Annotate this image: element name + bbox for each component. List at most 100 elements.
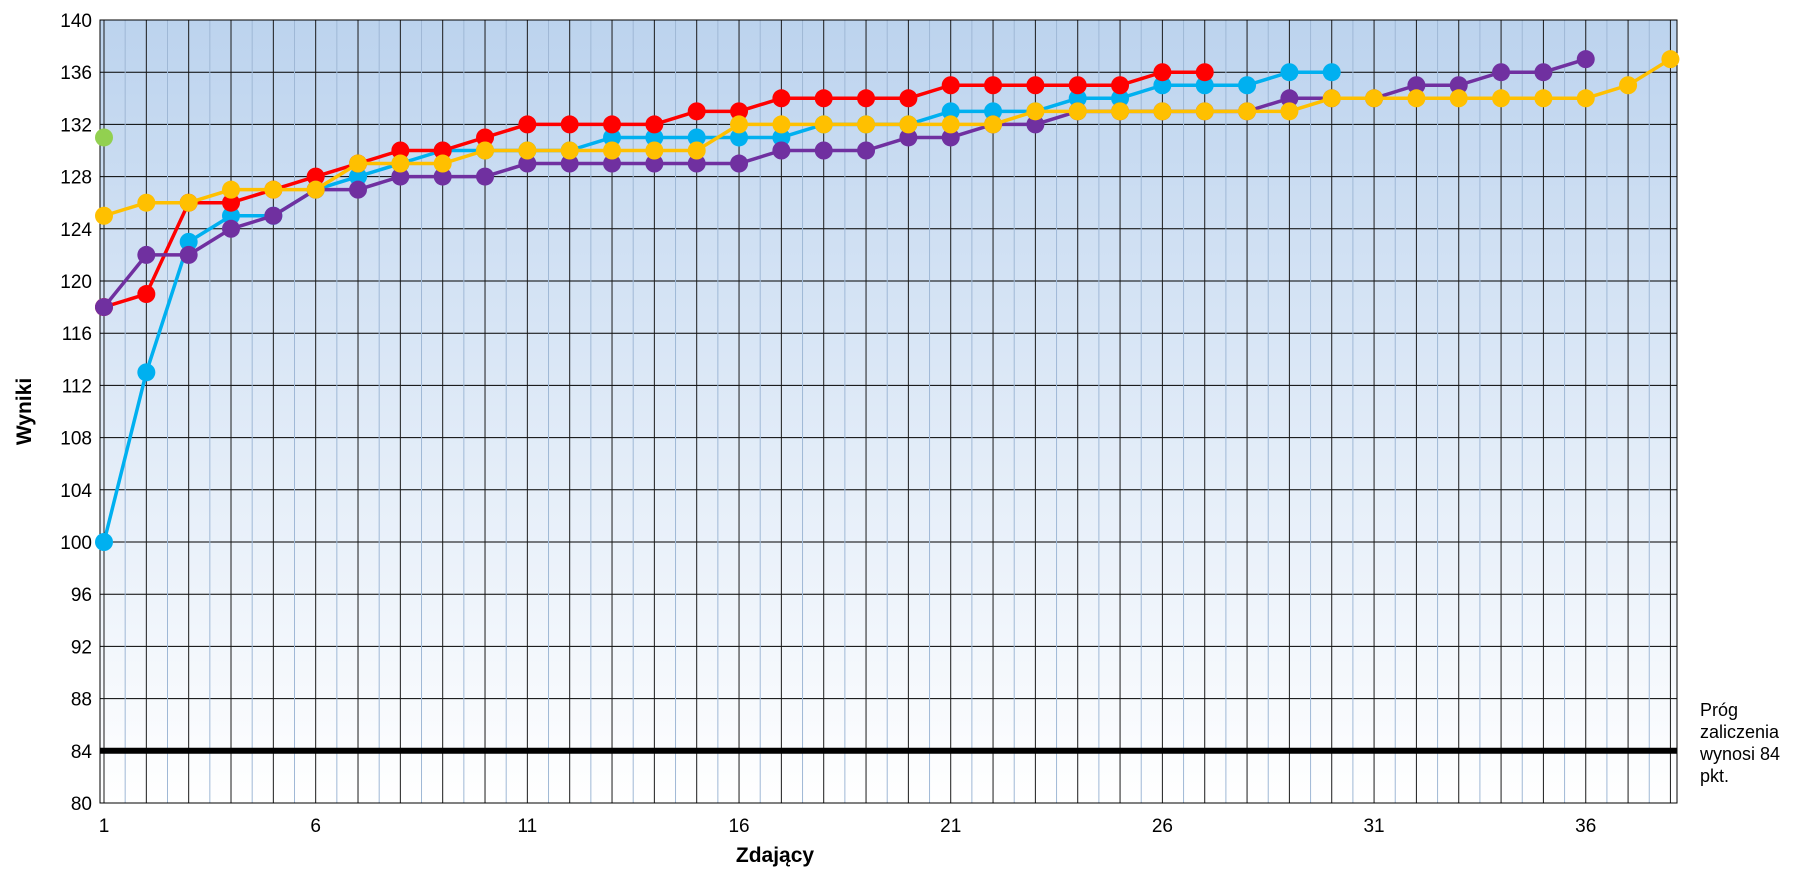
data-point: [1619, 76, 1638, 95]
series-1: [95, 128, 113, 147]
data-point: [857, 89, 876, 108]
y-tick-label: 84: [71, 742, 93, 763]
data-point: [349, 167, 368, 186]
x-tick-label: 31: [1363, 816, 1384, 837]
data-point: [1449, 76, 1468, 95]
data-point: [730, 128, 749, 147]
data-point: [433, 154, 452, 173]
data-point: [306, 180, 325, 199]
y-tick-label: 88: [71, 690, 92, 711]
data-point: [222, 219, 241, 238]
data-point: [137, 193, 156, 212]
data-point: [603, 115, 622, 134]
data-point: [306, 167, 325, 186]
y-tick-label: 132: [60, 115, 92, 136]
data-point: [772, 141, 791, 160]
threshold-note-line: wynosi 84: [1699, 744, 1780, 764]
y-tick-label: 96: [71, 585, 92, 606]
plot-area: [100, 20, 1677, 803]
x-tick-label: 16: [728, 816, 749, 837]
data-point: [476, 167, 495, 186]
y-tick-label: 104: [60, 481, 92, 502]
data-point: [730, 102, 749, 121]
y-tick-label: 112: [62, 376, 92, 397]
data-point: [1238, 76, 1257, 95]
data-point: [1111, 89, 1130, 108]
y-tick-label: 140: [60, 11, 92, 32]
data-point: [179, 245, 198, 264]
data-point: [560, 154, 579, 173]
data-point: [95, 533, 113, 551]
data-point: [518, 154, 537, 173]
data-point: [730, 154, 749, 173]
data-point: [772, 89, 791, 108]
data-point: [1576, 89, 1595, 108]
y-tick-label: 80: [71, 794, 92, 815]
data-point: [222, 180, 241, 199]
data-point: [1068, 102, 1087, 121]
y-tick-label: 100: [60, 533, 92, 554]
data-point: [772, 115, 791, 134]
data-point: [518, 141, 537, 160]
y-tick-label: 116: [62, 324, 92, 345]
data-point: [687, 141, 706, 160]
data-point: [772, 128, 791, 147]
data-point: [1322, 89, 1341, 108]
data-point: [1492, 63, 1511, 82]
data-point: [1153, 63, 1172, 82]
data-point: [95, 206, 113, 225]
data-point: [391, 154, 410, 173]
data-point: [645, 115, 664, 134]
plot-frame: [99, 19, 1678, 804]
data-point: [1195, 102, 1214, 121]
data-point: [603, 128, 622, 147]
threshold-note-line: zaliczenia: [1700, 722, 1780, 742]
y-tick-label: 124: [60, 220, 92, 241]
series-5: [95, 50, 1680, 225]
data-point: [687, 154, 706, 173]
threshold-note-line: Próg: [1700, 700, 1738, 720]
data-point: [137, 245, 156, 264]
data-point: [1280, 63, 1299, 82]
y-tick-label: 128: [60, 168, 92, 189]
data-point: [391, 167, 410, 186]
data-point: [476, 128, 495, 147]
data-point: [222, 193, 241, 212]
y-tick-label: 136: [60, 63, 92, 84]
data-point: [899, 128, 918, 147]
x-tick-label: 21: [940, 816, 961, 837]
data-point: [1068, 76, 1087, 95]
data-point: [603, 141, 622, 160]
data-point: [984, 102, 1003, 121]
data-point: [560, 141, 579, 160]
data-point: [560, 115, 579, 134]
data-point: [1026, 76, 1045, 95]
data-point: [814, 115, 833, 134]
data-point: [264, 206, 283, 225]
data-point: [814, 141, 833, 160]
y-axis-title: Wyniki: [13, 378, 36, 445]
data-point: [1238, 102, 1257, 121]
data-point: [1195, 76, 1214, 95]
data-point: [1111, 76, 1130, 95]
data-point: [1026, 102, 1045, 121]
data-point: [1068, 89, 1087, 108]
data-point: [476, 141, 495, 160]
grid-lines: [100, 19, 1677, 804]
data-point: [645, 141, 664, 160]
data-point: [1026, 115, 1045, 134]
x-tick-label: 6: [310, 816, 321, 837]
data-point: [899, 115, 918, 134]
data-point: [179, 232, 198, 251]
data-point: [349, 154, 368, 173]
y-tick-label: 120: [60, 272, 92, 293]
data-point: [941, 128, 960, 147]
y-tick-label: 108: [60, 429, 92, 450]
data-point: [433, 167, 452, 186]
x-axis-title: Zdający: [736, 844, 815, 867]
data-point: [941, 115, 960, 134]
data-point: [687, 128, 706, 147]
data-point: [687, 102, 706, 121]
data-point: [984, 115, 1003, 134]
